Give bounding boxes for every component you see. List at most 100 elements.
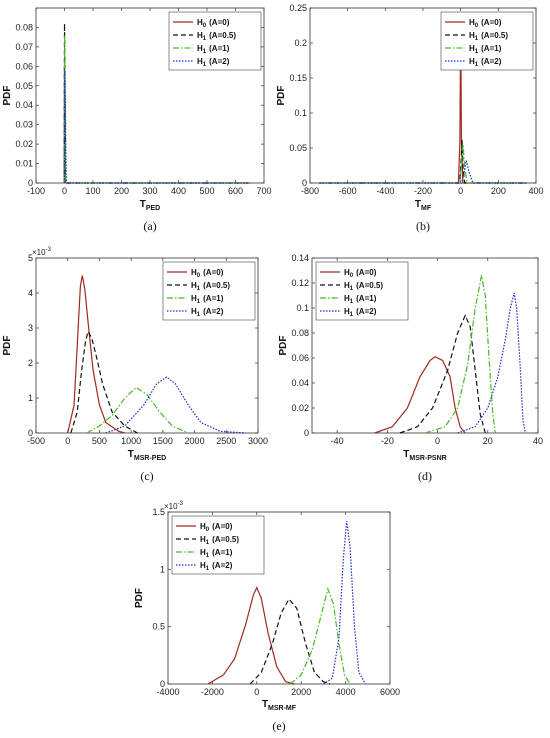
y-tick-label: 0.05 bbox=[15, 81, 33, 91]
legend-label-2: H1 (A=1) bbox=[200, 548, 233, 559]
x-tick-label: 700 bbox=[256, 186, 271, 196]
legend-label-1: H1 (A=0.5) bbox=[191, 281, 230, 292]
y-axis-label: PDF bbox=[278, 336, 289, 356]
legend-label-3: H1 (A=2) bbox=[344, 307, 377, 318]
legend-label-3: H1 (A=2) bbox=[200, 561, 233, 572]
x-tick-label: 4000 bbox=[336, 687, 356, 697]
x-tick-label: 1500 bbox=[153, 436, 173, 446]
y-tick-label: 1 bbox=[160, 564, 165, 574]
y-tick-label: 0.04 bbox=[15, 100, 33, 110]
x-tick-label: 0 bbox=[458, 186, 463, 196]
x-tick-label: -200 bbox=[414, 186, 432, 196]
series-line-2 bbox=[86, 386, 189, 434]
legend-label-1: H1 (A=0.5) bbox=[200, 535, 239, 546]
legend-label-3: H1 (A=2) bbox=[469, 57, 502, 68]
x-tick-label: 0 bbox=[65, 436, 70, 446]
x-tick-label: -4000 bbox=[156, 687, 179, 697]
x-tick-label: 500 bbox=[199, 186, 214, 196]
series-line-2 bbox=[289, 586, 351, 685]
series-line-3 bbox=[319, 160, 527, 184]
series-line-1 bbox=[399, 314, 486, 434]
series-line-3 bbox=[63, 70, 250, 184]
x-tick-label: -800 bbox=[301, 186, 319, 196]
x-tick-label: -400 bbox=[376, 186, 394, 196]
series-line-2 bbox=[424, 275, 496, 434]
series-line-0 bbox=[67, 275, 125, 434]
y-tick-label: 0.12 bbox=[291, 278, 309, 288]
y-exponent-label: ×10-3 bbox=[32, 247, 52, 257]
y-tick-label: 0.15 bbox=[289, 73, 307, 83]
y-tick-label: 0.1 bbox=[296, 303, 309, 313]
y-tick-label: 0.06 bbox=[291, 353, 309, 363]
y-tick-label: 0.14 bbox=[291, 253, 309, 263]
chart-panel-2: -500 0 500 1000 1500 2000 2500 3000012345×10-3H… bbox=[2, 247, 268, 483]
x-tick-label: 1000 bbox=[121, 436, 141, 446]
y-axis-label: PDF bbox=[2, 86, 13, 106]
x-tick-label: 40 bbox=[533, 436, 543, 446]
y-exponent-label: ×10-3 bbox=[164, 501, 184, 511]
x-tick-label: 100 bbox=[85, 186, 100, 196]
x-tick-label: 3000 bbox=[248, 436, 268, 446]
y-tick-label: 1 bbox=[28, 393, 33, 403]
x-tick-label: -2000 bbox=[201, 687, 224, 697]
x-tick-label: -100 bbox=[27, 186, 45, 196]
x-tick-label: 0 bbox=[435, 436, 440, 446]
y-tick-label: 0.08 bbox=[15, 22, 33, 32]
y-tick-label: 3 bbox=[28, 323, 33, 333]
x-tick-label: 400 bbox=[171, 186, 186, 196]
legend-label-0: H0 (A=0) bbox=[191, 268, 224, 279]
legend-label-1: H1 (A=0.5) bbox=[344, 281, 383, 292]
x-tick-label: -20 bbox=[381, 436, 394, 446]
x-tick-label: 0 bbox=[62, 186, 67, 196]
x-tick-label: -600 bbox=[339, 186, 357, 196]
legend-label-2: H1 (A=1) bbox=[197, 44, 230, 55]
legend-label-0: H0 (A=0) bbox=[469, 18, 502, 29]
x-tick-label: -500 bbox=[27, 436, 45, 446]
y-axis-label: PDF bbox=[276, 86, 287, 106]
chart-panel-0: -100 0 100 200 300 400 500 600 70000.010.020.030… bbox=[2, 7, 272, 233]
x-axis-label: TMSR-PSNR bbox=[403, 449, 446, 462]
y-tick-label: 0.25 bbox=[289, 3, 307, 13]
series-line-3 bbox=[323, 521, 367, 685]
legend-label-3: H1 (A=2) bbox=[197, 57, 230, 68]
x-tick-label: 0 bbox=[254, 687, 259, 697]
x-tick-label: 2000 bbox=[185, 436, 205, 446]
x-axis-label: TMF bbox=[415, 199, 432, 212]
y-tick-label: 1.5 bbox=[152, 507, 165, 517]
panel-caption: (a) bbox=[143, 219, 156, 233]
y-tick-label: 0 bbox=[302, 178, 307, 188]
legend-label-2: H1 (A=1) bbox=[344, 294, 377, 305]
x-axis-label: TMSR-PED bbox=[128, 449, 166, 462]
y-tick-label: 4 bbox=[28, 288, 33, 298]
y-tick-label: 2 bbox=[28, 358, 33, 368]
y-axis-label: PDF bbox=[2, 336, 13, 356]
series-line-1 bbox=[249, 598, 331, 685]
y-axis-label: PDF bbox=[134, 588, 145, 608]
x-tick-label: 600 bbox=[228, 186, 243, 196]
y-tick-label: 0.06 bbox=[15, 61, 33, 71]
y-tick-label: 0.08 bbox=[291, 328, 309, 338]
y-tick-label: 0.05 bbox=[289, 143, 307, 153]
y-tick-label: 0.02 bbox=[291, 403, 309, 413]
legend-label-2: H1 (A=1) bbox=[469, 44, 502, 55]
series-line-0 bbox=[374, 356, 466, 434]
panel-caption: (d) bbox=[418, 469, 432, 483]
y-tick-label: 0.02 bbox=[15, 139, 33, 149]
chart-panel-3: -40 -20 0 20 40 0 0.02 0.04 0.06 0.08 0.1 0.12 0.14 H… bbox=[278, 253, 543, 483]
y-tick-label: 0.1 bbox=[294, 108, 307, 118]
x-tick-label: -40 bbox=[331, 436, 344, 446]
x-tick-label: 500 bbox=[92, 436, 107, 446]
legend-label-3: H1 (A=2) bbox=[191, 307, 224, 318]
legend-label-0: H0 (A=0) bbox=[344, 268, 377, 279]
y-tick-label: 0 bbox=[304, 428, 309, 438]
x-tick-label: 2000 bbox=[291, 687, 311, 697]
panel-caption: (e) bbox=[272, 719, 285, 733]
series-line-3 bbox=[105, 376, 246, 434]
x-tick-label: 300 bbox=[142, 186, 157, 196]
x-axis-label: TPED bbox=[140, 199, 161, 212]
series-line-0 bbox=[207, 586, 295, 685]
legend-label-1: H1 (A=0.5) bbox=[469, 31, 508, 42]
x-tick-label: 20 bbox=[483, 436, 493, 446]
x-tick-label: 200 bbox=[491, 186, 506, 196]
